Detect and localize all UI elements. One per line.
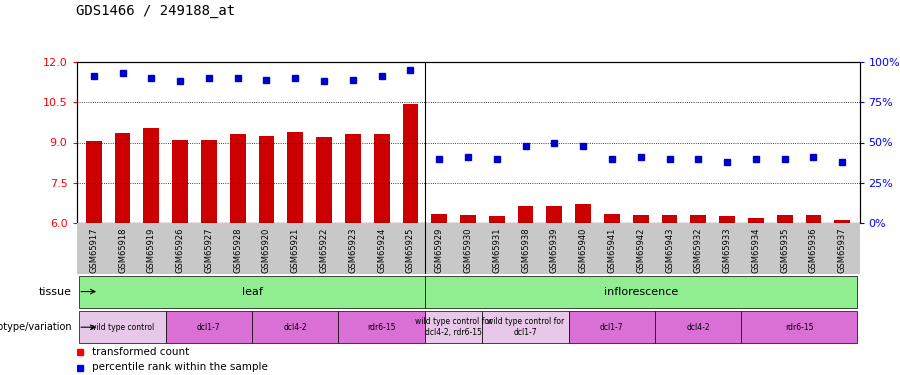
Text: GSM65923: GSM65923 [348,227,357,273]
Bar [834,220,850,223]
Text: GSM65927: GSM65927 [204,227,213,273]
Bar [425,311,482,343]
Bar [489,216,505,223]
Text: wild type control for
dcl1-7: wild type control for dcl1-7 [487,318,564,337]
Text: GSM65917: GSM65917 [89,227,98,273]
Bar [252,311,338,343]
Text: GSM65921: GSM65921 [291,227,300,273]
Bar [287,132,303,223]
Bar [655,311,742,343]
Text: GSM65938: GSM65938 [521,227,530,273]
Bar [742,311,857,343]
Bar [402,104,418,223]
Bar [425,276,857,308]
Text: inflorescence: inflorescence [604,286,678,297]
Bar [166,311,252,343]
Bar [431,214,447,223]
Text: GSM65943: GSM65943 [665,227,674,273]
Bar [748,218,764,223]
Text: GSM65931: GSM65931 [492,227,501,273]
Text: GSM65939: GSM65939 [550,227,559,273]
Text: percentile rank within the sample: percentile rank within the sample [92,363,268,372]
Bar [79,276,425,308]
Bar [114,133,130,223]
Bar [806,215,822,223]
Text: GSM65922: GSM65922 [320,227,328,273]
Text: wild type control for
dcl4-2, rdr6-15: wild type control for dcl4-2, rdr6-15 [415,318,492,337]
Bar [143,128,159,223]
Text: GSM65928: GSM65928 [233,227,242,273]
Text: GSM65930: GSM65930 [464,227,472,273]
Text: dcl4-2: dcl4-2 [284,322,307,332]
Text: GSM65935: GSM65935 [780,227,789,273]
Text: GSM65926: GSM65926 [176,227,184,273]
Bar [546,206,562,223]
Text: GSM65918: GSM65918 [118,227,127,273]
Bar [258,136,274,223]
Bar [345,135,361,223]
Text: GSM65940: GSM65940 [579,227,588,273]
Text: rdr6-15: rdr6-15 [367,322,396,332]
Bar [662,215,678,223]
Bar [374,135,390,223]
Text: GSM65936: GSM65936 [809,227,818,273]
Text: genotype/variation: genotype/variation [0,322,72,332]
Text: GSM65937: GSM65937 [838,227,847,273]
Text: dcl1-7: dcl1-7 [600,322,624,332]
Bar [201,140,217,223]
Text: dcl4-2: dcl4-2 [687,322,710,332]
Bar [338,311,425,343]
Bar [172,140,188,223]
Text: GSM65925: GSM65925 [406,227,415,273]
Bar [569,311,655,343]
Bar [633,215,649,223]
Bar [230,135,246,223]
Text: GSM65920: GSM65920 [262,227,271,273]
Bar [316,137,332,223]
Text: tissue: tissue [39,286,72,297]
Bar [482,311,569,343]
Text: leaf: leaf [242,286,263,297]
Text: GSM65942: GSM65942 [636,227,645,273]
Bar [719,216,735,223]
Bar [518,206,534,223]
Text: GSM65934: GSM65934 [752,227,760,273]
Text: GSM65919: GSM65919 [147,227,156,273]
Bar [575,204,591,223]
Text: rdr6-15: rdr6-15 [785,322,814,332]
Bar [79,311,166,343]
Text: wild type control: wild type control [90,322,155,332]
Text: transformed count: transformed count [92,347,189,357]
Text: dcl1-7: dcl1-7 [197,322,220,332]
Bar [460,215,476,223]
Text: GSM65933: GSM65933 [723,227,732,273]
Text: GDS1466 / 249188_at: GDS1466 / 249188_at [76,4,236,18]
Bar [777,215,793,223]
Bar [690,215,707,223]
Text: GSM65929: GSM65929 [435,227,444,273]
Text: GSM65941: GSM65941 [608,227,616,273]
Text: GSM65932: GSM65932 [694,227,703,273]
Text: GSM65924: GSM65924 [377,227,386,273]
Bar [86,141,102,223]
Bar [604,214,620,223]
